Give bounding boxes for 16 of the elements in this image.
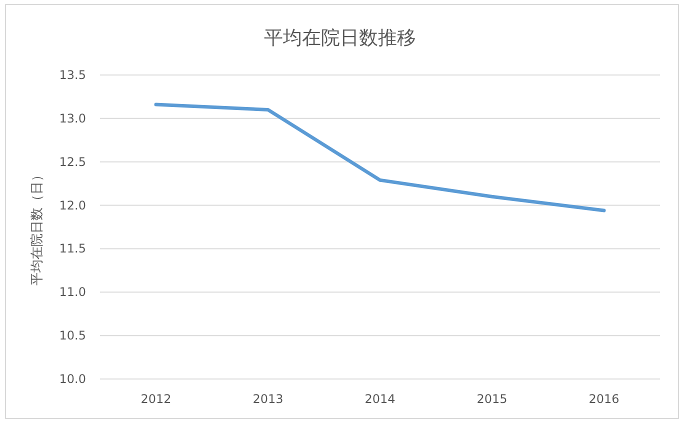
y-tick-label: 12.0 — [59, 198, 86, 212]
y-tick-label: 12.5 — [59, 154, 86, 169]
x-tick-label: 2013 — [252, 392, 284, 406]
y-tick-label: 13.0 — [59, 111, 86, 126]
y-tick-label: 11.5 — [59, 242, 86, 256]
x-tick-label: 2015 — [476, 392, 508, 406]
x-tick-label: 2014 — [364, 392, 396, 406]
y-tick-label: 10.0 — [59, 372, 86, 386]
y-tick-label: 10.5 — [59, 328, 86, 343]
y-tick-label: 11.0 — [59, 285, 86, 300]
line-series — [154, 102, 606, 212]
y-tick-label: 13.5 — [59, 68, 86, 82]
x-tick-label: 2012 — [140, 392, 172, 406]
x-tick-label: 2016 — [588, 392, 620, 406]
chart-title: 平均在院日数推移 — [264, 27, 416, 49]
y-axis-title: 平均在院日数（日） — [30, 168, 45, 286]
